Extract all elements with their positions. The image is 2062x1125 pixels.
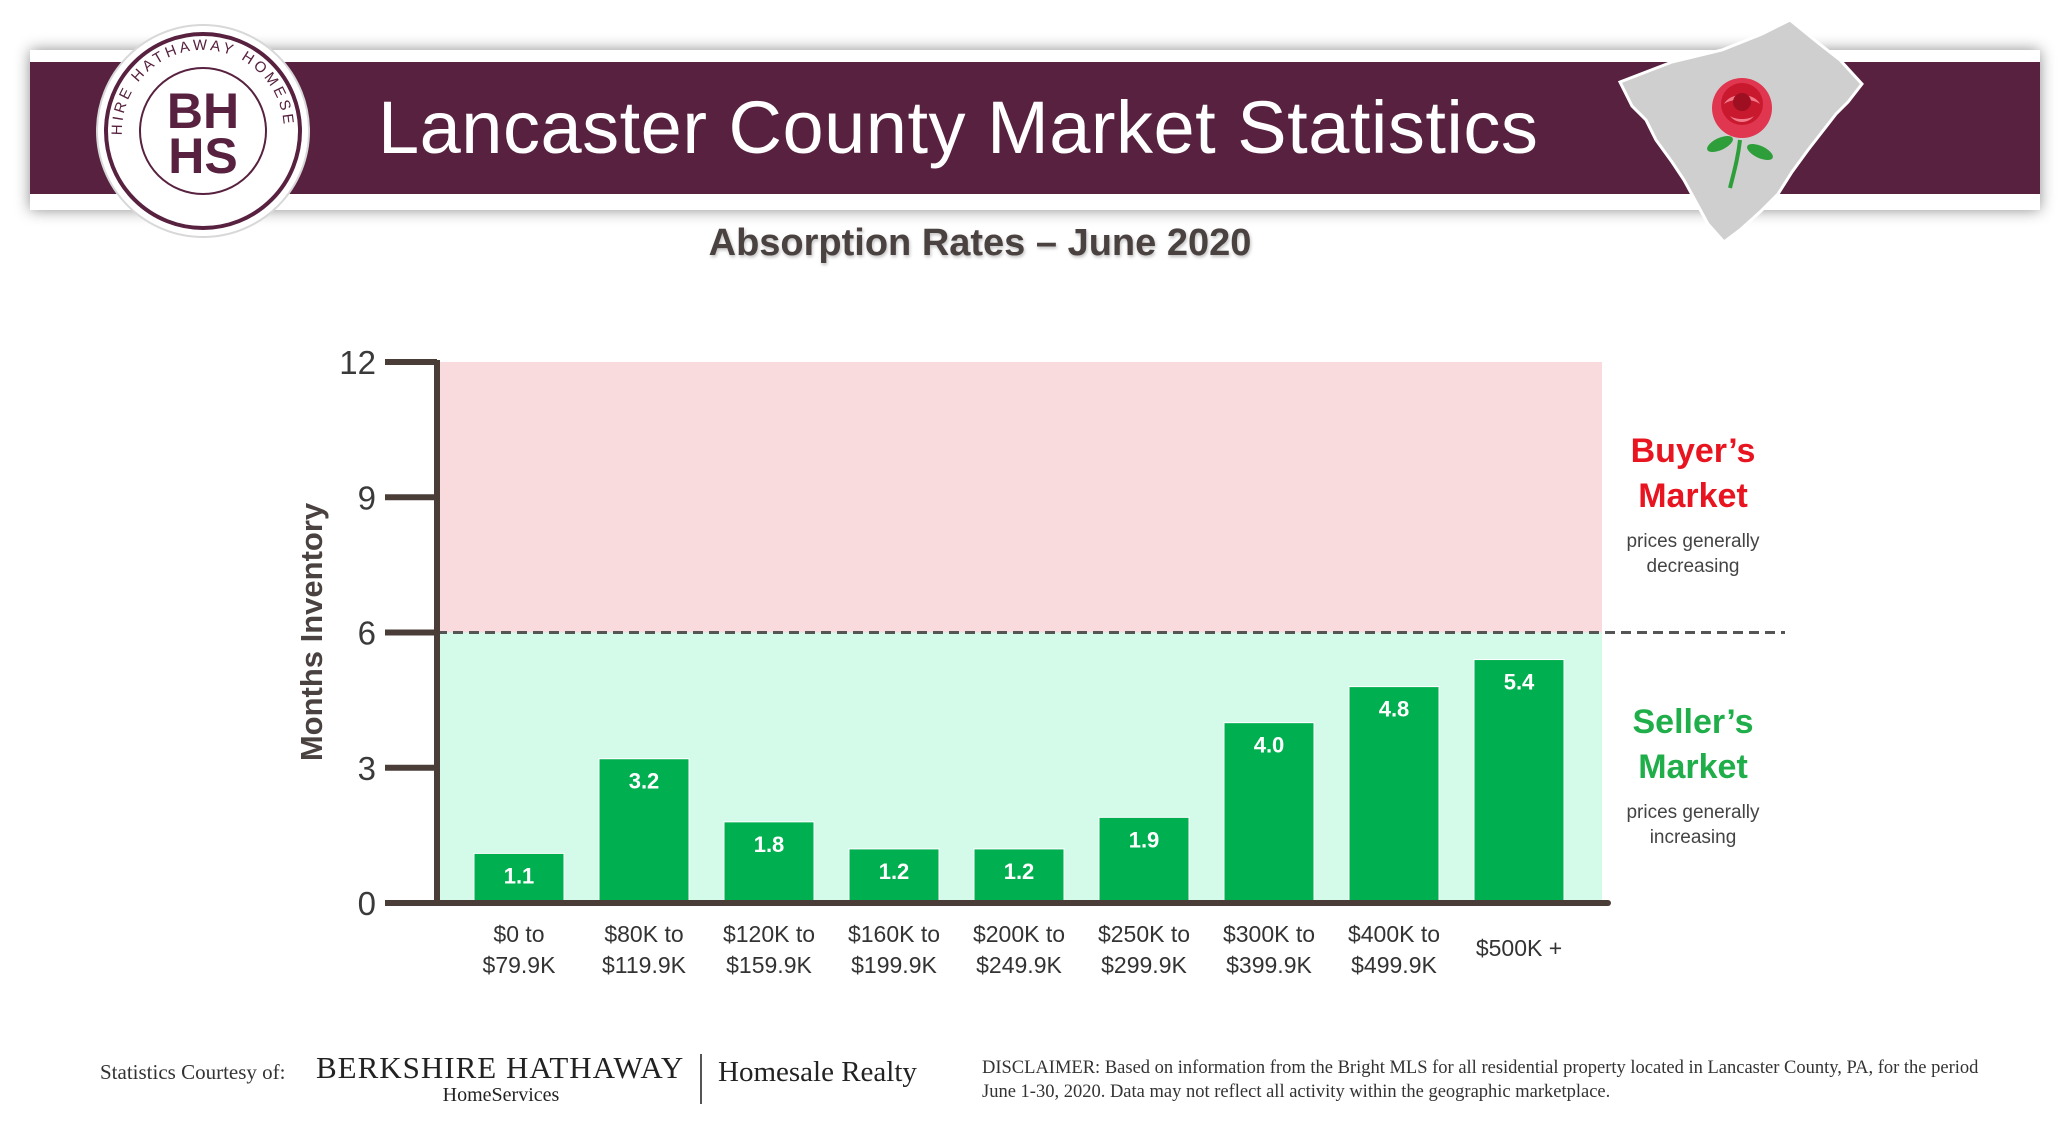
x-tick-label-line: $300K to xyxy=(1223,921,1315,947)
x-tick-label: $250K to $299.9K xyxy=(1098,921,1190,978)
bar-3 xyxy=(723,821,815,904)
x-tick-label: $80K to $119.9K xyxy=(602,921,687,978)
bar-4 xyxy=(848,848,940,904)
footer-courtesy: Statistics Courtesy of: xyxy=(100,1060,286,1084)
y-axis-label: Months Inventory xyxy=(294,502,329,761)
y-tick-label: 0 xyxy=(358,885,376,922)
county-map-rose-icon xyxy=(1617,18,1864,244)
bar-6 xyxy=(1098,816,1190,904)
x-tick-label: $300K to $399.9K xyxy=(1223,921,1315,978)
y-tick-label: 9 xyxy=(358,479,376,516)
footer-divider xyxy=(700,1054,702,1104)
x-tick-label-line: $499.9K xyxy=(1351,952,1437,978)
x-tick-label-line: $199.9K xyxy=(851,952,937,978)
seller-market-subtitle: increasing xyxy=(1650,827,1737,848)
y-tick-label: 6 xyxy=(358,615,376,652)
bar-value-label: 5.4 xyxy=(1504,670,1535,695)
bar-2 xyxy=(598,758,690,904)
x-tick-label: $400K to $499.9K xyxy=(1348,921,1440,978)
buyer-market-title: Market xyxy=(1638,477,1748,515)
x-tick-label: $500K + xyxy=(1476,935,1562,961)
bar-value-label: 1.2 xyxy=(879,859,910,884)
bar-value-label: 1.8 xyxy=(754,832,785,857)
bar-value-label: 3.2 xyxy=(629,769,660,794)
x-tick-label-line: $159.9K xyxy=(726,952,812,978)
bar-8 xyxy=(1348,686,1440,904)
x-tick-label-line: $119.9K xyxy=(602,952,687,978)
seller-market-title: Market xyxy=(1638,748,1748,786)
bar-value-label: 4.0 xyxy=(1254,733,1285,758)
x-tick-label: $0 to $79.9K xyxy=(483,921,557,978)
x-tick-label-line: $400K to xyxy=(1348,921,1440,947)
bar-value-label: 1.9 xyxy=(1129,827,1160,852)
seller-market-label: Seller’s Market prices generally increasing xyxy=(1626,703,1760,848)
buyer-market-label: Buyer’s Market prices generally decreasing xyxy=(1626,432,1760,577)
logo-monogram-top: BH xyxy=(167,83,239,139)
x-tick-label: $160K to $199.9K xyxy=(848,921,940,978)
buyer-market-subtitle: prices generally xyxy=(1626,531,1760,552)
footer-disclaimer: DISCLAIMER: Based on information from th… xyxy=(982,1058,1979,1102)
footer-partner: Homesale Realty xyxy=(718,1056,917,1088)
x-tick-label-line: $79.9K xyxy=(483,952,557,978)
bhhs-logo: BERKSHIRE HATHAWAY HOMESERVICES BH HS xyxy=(92,20,310,238)
buyer-market-title: Buyer’s xyxy=(1631,432,1756,470)
x-tick-label: $120K to $159.9K xyxy=(723,921,815,978)
buyer-market-subtitle: decreasing xyxy=(1647,556,1740,577)
logo-monogram-bottom: HS xyxy=(168,128,237,184)
seller-market-title: Seller’s xyxy=(1633,703,1754,741)
x-tick-label-line: $160K to xyxy=(848,921,940,947)
x-tick-label-line: $299.9K xyxy=(1101,952,1187,978)
x-tick-label-line: $0 to xyxy=(493,921,544,947)
bar-7 xyxy=(1223,722,1315,904)
bar-value-label: 1.1 xyxy=(504,863,535,888)
chart-title: Absorption Rates – June 2020 xyxy=(708,222,1252,264)
footer-brand: BERKSHIRE HATHAWAY xyxy=(316,1050,685,1085)
y-tick-label: 3 xyxy=(358,750,376,787)
bar-value-label: 1.2 xyxy=(1004,859,1035,884)
buyer-market-zone xyxy=(437,362,1602,633)
page-title: Lancaster County Market Statistics xyxy=(378,86,1539,169)
x-tick-label-line: $500K + xyxy=(1476,935,1562,961)
x-tick-label: $200K to $249.9K xyxy=(973,921,1065,978)
bar-9 xyxy=(1473,659,1565,904)
x-tick-label-line: $399.9K xyxy=(1226,952,1312,978)
y-tick-label: 12 xyxy=(339,344,376,381)
seller-market-subtitle: prices generally xyxy=(1626,802,1760,823)
bar-value-label: 4.8 xyxy=(1379,697,1410,722)
x-tick-label-line: $120K to xyxy=(723,921,815,947)
x-tick-label-line: $250K to xyxy=(1098,921,1190,947)
x-tick-label-line: $80K to xyxy=(604,921,683,947)
x-tick-label-line: $200K to xyxy=(973,921,1065,947)
x-tick-label-line: $249.9K xyxy=(976,952,1062,978)
footer-brand-sub: HomeServices xyxy=(442,1084,560,1106)
